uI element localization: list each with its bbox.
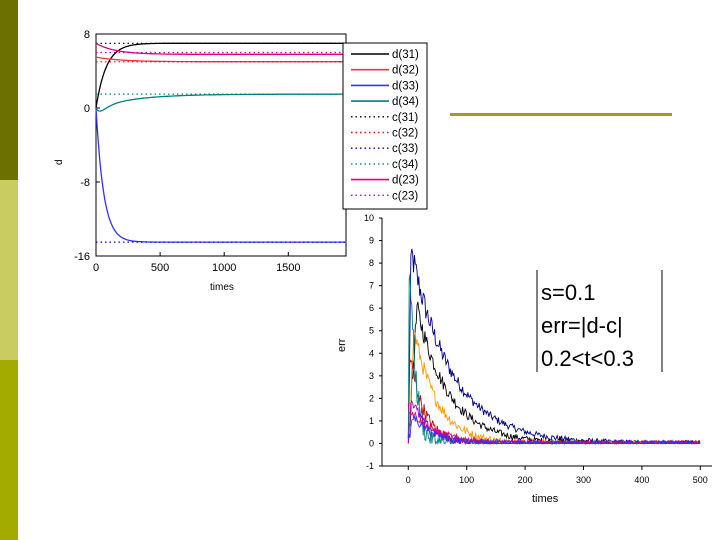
chart-2-y-tick-9: 1: [369, 416, 374, 426]
chart-2-y-tick-0: 10: [364, 213, 374, 223]
chart-1-series-d(33): [95, 107, 346, 243]
chart-2-x-ticks: 0 100 200 300 400 500: [406, 466, 708, 485]
chart-1-series-d(32): [95, 56, 346, 63]
chart-1-y-tick-1: 0: [84, 103, 90, 115]
legend-label-c(34): c(34): [392, 159, 418, 171]
chart-1-legend: d(31) d(32) d(33) d(34) c(31) c(32) c(33) c(34)…: [342, 42, 428, 210]
chart-1-x-tick-3: 1500: [276, 262, 300, 274]
chart-1-x-tick-0: 0: [93, 262, 99, 274]
chart-2-y-tick-4: 6: [369, 303, 374, 313]
legend-label-c(23): c(23): [392, 190, 418, 202]
chart-1-series-d(34): [95, 93, 346, 112]
stripe-segment-dark: [0, 0, 18, 180]
stripe-segment-mid: [0, 360, 18, 540]
chart-2-y-tick-3: 7: [369, 281, 374, 291]
chart-2-x-axis-label: times: [532, 493, 559, 505]
chart-1-plot-frame: [95, 33, 347, 257]
chart-2-x-tick-5: 500: [693, 475, 708, 485]
chart-1-x-tick-2: 1000: [212, 262, 236, 274]
chart-2-x-tick-1: 100: [459, 475, 474, 485]
chart-2-y-tick-11: -1: [366, 461, 374, 471]
chart-1: 8 0 -8 -16 0 500 1000 1500 times d: [54, 29, 347, 293]
chart-1-x-tick-1: 500: [151, 262, 169, 274]
annotation-box: s=0.1 err=|d-c| 0.2<t<0.3: [535, 270, 663, 372]
annotation-line-3: 0.2<t<0.3: [541, 346, 634, 371]
annotation-line-2: err=|d-c|: [541, 313, 623, 338]
chart-2-y-axis-label: err: [336, 338, 348, 352]
chart-2-y-tick-6: 4: [369, 348, 374, 358]
slide-side-stripe: [0, 0, 18, 540]
chart-1-y-ticks: 8 0 -8 -16: [74, 29, 100, 263]
chart-1-y-tick-3: -16: [74, 251, 90, 263]
stripe-segment-light: [0, 180, 18, 360]
chart-1-x-axis-label: times: [210, 282, 234, 293]
chart-2-x-tick-4: 400: [634, 475, 649, 485]
annotation-line-1: s=0.1: [541, 280, 595, 305]
chart-1-y-axis-label: d: [54, 159, 65, 165]
legend-label-d(34): d(34): [392, 96, 419, 108]
title-underline: [450, 113, 672, 116]
legend-frame: [342, 42, 428, 210]
chart-2-x-tick-3: 300: [576, 475, 591, 485]
chart-2-series-group: [407, 248, 701, 446]
chart-2-y-tick-7: 3: [369, 371, 374, 381]
chart-1-y-tick-0: 8: [84, 29, 90, 41]
legend-label-d(31): d(31): [392, 49, 419, 61]
chart-2-y-tick-5: 5: [369, 326, 374, 336]
legend-label-c(32): c(32): [392, 128, 418, 140]
chart-1-series-group: [95, 42, 346, 243]
legend-label-d(32): d(32): [392, 65, 419, 77]
chart-2-x-tick-2: 200: [518, 475, 533, 485]
chart-1-x-ticks: 0 500 1000 1500: [93, 252, 301, 274]
legend-label-d(33): d(33): [392, 80, 419, 92]
annotation-box-background: [535, 270, 663, 372]
chart-1-y-tick-2: -8: [80, 177, 90, 189]
chart-2-y-tick-10: 0: [369, 438, 374, 448]
chart-2-series-7: [407, 415, 701, 445]
chart-2-y-tick-8: 2: [369, 393, 374, 403]
legend-label-d(23): d(23): [392, 175, 419, 187]
chart-2-y-tick-1: 9: [369, 236, 374, 246]
chart-2-y-tick-2: 8: [369, 258, 374, 268]
chart-2-x-tick-0: 0: [406, 475, 411, 485]
legend-label-c(31): c(31): [392, 112, 418, 124]
legend-label-c(33): c(33): [392, 143, 418, 155]
